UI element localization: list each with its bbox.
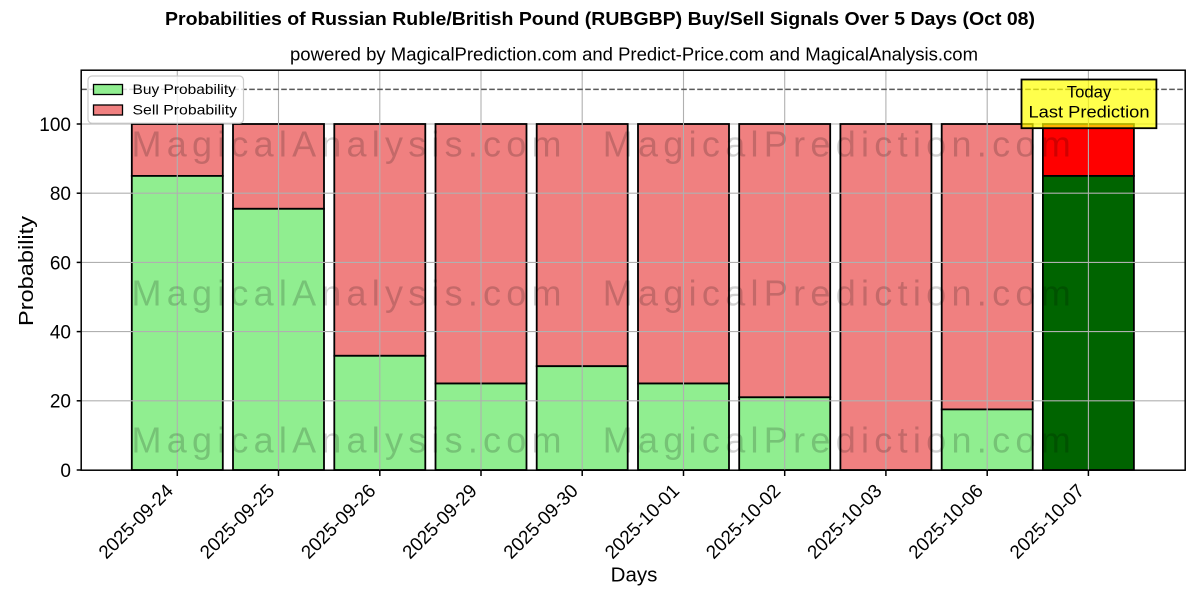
svg-text:Today: Today — [1067, 83, 1112, 102]
svg-text:100: 100 — [39, 115, 71, 136]
svg-text:MagicalAnalysis.com: MagicalAnalysis.com — [132, 420, 562, 461]
svg-text:Probabilities of Russian Ruble: Probabilities of Russian Ruble/British P… — [165, 9, 1035, 29]
svg-text:40: 40 — [50, 323, 71, 344]
svg-text:Probability: Probability — [15, 215, 38, 326]
svg-text:Days: Days — [611, 564, 658, 587]
svg-text:Buy Probability: Buy Probability — [133, 81, 236, 97]
svg-text:MagicalPrediction.com: MagicalPrediction.com — [603, 124, 1071, 165]
svg-text:60: 60 — [50, 253, 71, 274]
svg-text:20: 20 — [50, 392, 71, 413]
svg-text:Sell Probability: Sell Probability — [133, 102, 238, 118]
svg-text:MagicalAnalysis.com: MagicalAnalysis.com — [132, 273, 562, 314]
svg-text:powered by MagicalPrediction.c: powered by MagicalPrediction.com and Pre… — [290, 44, 978, 64]
svg-text:MagicalPrediction.com: MagicalPrediction.com — [603, 273, 1071, 314]
svg-text:80: 80 — [50, 184, 71, 205]
svg-text:MagicalPrediction.com: MagicalPrediction.com — [603, 420, 1071, 461]
svg-text:MagicalAnalysis.com: MagicalAnalysis.com — [132, 124, 562, 165]
svg-text:0: 0 — [60, 461, 71, 482]
svg-text:Last Prediction: Last Prediction — [1029, 103, 1150, 122]
